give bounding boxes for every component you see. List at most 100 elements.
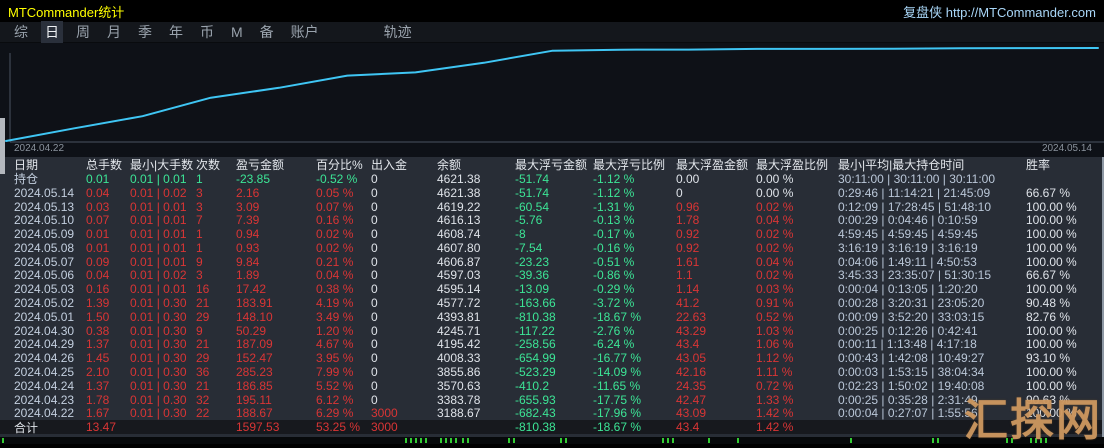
- table-row[interactable]: 2024.04.26 1.45 0.01 | 0.30 29 152.47 3.95 % 0…: [0, 351, 1104, 365]
- table-cell: 100.00 %: [1026, 213, 1077, 228]
- table-cell: -163.66: [515, 296, 556, 311]
- menu-tab-10[interactable]: 账户: [290, 24, 319, 40]
- column-header[interactable]: 最小|大手数: [130, 158, 194, 172]
- column-header[interactable]: 最大浮亏比例: [593, 158, 666, 172]
- activity-tick: [508, 438, 510, 443]
- column-header[interactable]: 胜率: [1026, 158, 1051, 172]
- table-cell: 0.04: [86, 185, 110, 200]
- table-row[interactable]: 2024.04.25 2.10 0.01 | 0.30 36 285.23 7.99 % 0…: [0, 365, 1104, 379]
- column-header[interactable]: 最大浮盈金额: [676, 158, 749, 172]
- table-cell: 16: [196, 282, 210, 297]
- column-header[interactable]: 盈亏金额: [236, 158, 285, 172]
- table-cell: 100.00 %: [1026, 254, 1077, 269]
- table-cell: 0.07 %: [316, 199, 354, 214]
- table-cell: 186.85: [236, 378, 273, 393]
- table-cell: 2024.04.29: [14, 337, 75, 352]
- table-cell: 6.29 %: [316, 406, 354, 421]
- table-cell: 6.12 %: [316, 392, 354, 407]
- table-cell: 9: [196, 254, 203, 269]
- table-cell: 21: [196, 296, 210, 311]
- table-row[interactable]: 2024.04.30 0.38 0.01 | 0.30 9 50.29 1.20 % 0 42…: [0, 324, 1104, 338]
- column-header[interactable]: 百分比%: [316, 158, 363, 172]
- table-row[interactable]: 2024.05.03 0.16 0.01 | 0.01 16 17.42 0.38 % 0 4…: [0, 282, 1104, 296]
- table-row[interactable]: 2024.04.29 1.37 0.01 | 0.30 21 187.09 4.67 % 0…: [0, 337, 1104, 352]
- table-cell: 0.01 | 0.30: [130, 309, 187, 324]
- column-header[interactable]: 余额: [437, 158, 462, 172]
- table-row[interactable]: 2024.04.23 1.78 0.01 | 0.30 32 195.11 6.12 % 0…: [0, 393, 1104, 407]
- menu-tab-trail[interactable]: 轨迹: [383, 24, 412, 40]
- table-row[interactable]: 2024.04.22 1.67 0.01 | 0.30 22 188.67 6.29 % 3…: [0, 406, 1104, 421]
- table-row[interactable]: 2024.05.14 0.04 0.01 | 0.02 3 2.16 0.05 % 0 462…: [0, 186, 1104, 200]
- activity-tick: [425, 438, 427, 443]
- table-cell: -0.86 %: [593, 268, 635, 283]
- table-cell: 0: [371, 227, 378, 242]
- table-cell: 2.16: [236, 185, 260, 200]
- table-cell: 3: [196, 268, 203, 283]
- menu-tab-8[interactable]: M: [231, 24, 243, 40]
- table-row[interactable]: 2024.05.10 0.07 0.01 | 0.01 7 7.39 0.16 % 0 461…: [0, 213, 1104, 227]
- table-cell: 4597.03: [437, 268, 481, 283]
- table-cell: 1.89: [236, 268, 260, 283]
- table-cell: 4619.22: [437, 199, 481, 214]
- table-row[interactable]: 2024.04.24 1.37 0.01 | 0.30 21 186.85 5.52 % 0…: [0, 379, 1104, 393]
- activity-tick: [2, 438, 4, 443]
- table-header-row: 日期 总手数 最小|大手数 次数 盈亏金额 百分比% 出入金 余额 最大浮亏金额 最大浮亏比例 最大…: [0, 157, 1104, 172]
- menu-tab-9[interactable]: 备: [259, 24, 274, 40]
- table-row[interactable]: 2024.05.01 1.50 0.01 | 0.30 29 148.10 3.49 % 0…: [0, 310, 1104, 324]
- table-cell: 100.00 %: [1026, 378, 1077, 393]
- equity-curve-svg: [5, 47, 1104, 143]
- table-cell: 152.47: [236, 351, 273, 366]
- activity-tick: [667, 438, 669, 443]
- table-cell: 29: [196, 351, 210, 366]
- menu-tab-3[interactable]: 周: [76, 24, 90, 40]
- column-header[interactable]: 最小|平均|最大持仓时间: [838, 158, 965, 172]
- table-cell: 0.01 | 0.02: [130, 185, 187, 200]
- table-cell: -17.96 %: [593, 406, 642, 421]
- table-row[interactable]: 持仓 0.01 0.01 | 0.01 1 -23.85 -0.52 % 0 4621.38 -…: [0, 171, 1104, 187]
- menu-tab-5[interactable]: 季: [138, 24, 152, 40]
- table-cell: 3000: [371, 406, 398, 421]
- table-cell: 0: [371, 240, 378, 255]
- table-cell: 2024.05.03: [14, 282, 75, 297]
- right-scrollbar[interactable]: [1102, 157, 1104, 437]
- table-cell: 1: [196, 227, 203, 242]
- table-cell: 0.01: [86, 240, 110, 255]
- table-cell: -810.38: [515, 420, 556, 435]
- table-cell: 0:00:09 | 3:52:20 | 33:03:15: [838, 309, 985, 324]
- menu-tab-1[interactable]: 综: [14, 24, 28, 40]
- table-row[interactable]: 2024.05.13 0.03 0.01 | 0.01 3 3.09 0.07 % 0 461…: [0, 200, 1104, 214]
- menu-tab-2[interactable]: 日: [41, 21, 63, 43]
- activity-tick: [1011, 438, 1013, 443]
- menu-tab-4[interactable]: 月: [107, 24, 121, 40]
- table-row[interactable]: 2024.05.07 0.09 0.01 | 0.01 9 9.84 0.21 % 0 460…: [0, 255, 1104, 269]
- table-cell: 0.01 | 0.30: [130, 392, 187, 407]
- menu-tab-7[interactable]: 币: [200, 24, 214, 40]
- table-cell: 1.45: [86, 351, 110, 366]
- table-total-row[interactable]: 合计 13.47 1597.53 53.25 % 3000 -810.38 -18.67 %…: [0, 420, 1104, 435]
- website-link[interactable]: 复盘侠 http://MTCommander.com: [903, 4, 1096, 20]
- table-row[interactable]: 2024.05.09 0.01 0.01 | 0.01 1 0.94 0.02 % 0 460…: [0, 227, 1104, 241]
- table-row[interactable]: 2024.05.02 1.39 0.01 | 0.30 21 183.91 4.19 % 0…: [0, 296, 1104, 310]
- column-header[interactable]: 最大浮盈比例: [756, 158, 829, 172]
- table-cell: -51.74: [515, 171, 550, 186]
- table-cell: 0.05 %: [316, 185, 354, 200]
- column-header[interactable]: 总手数: [86, 158, 123, 172]
- table-cell: 4008.33: [437, 351, 481, 366]
- column-header[interactable]: 出入金: [371, 158, 408, 172]
- table-cell: 0:00:25 | 0:35:28 | 2:31:49: [838, 392, 978, 407]
- column-header[interactable]: 最大浮亏金额: [515, 158, 588, 172]
- table-cell: 100.00 %: [1026, 337, 1077, 352]
- table-row[interactable]: 2024.05.08 0.01 0.01 | 0.01 1 0.93 0.02 % 0 460…: [0, 241, 1104, 255]
- table-row[interactable]: 2024.05.06 0.04 0.01 | 0.02 3 1.89 0.04 % 0 459…: [0, 268, 1104, 283]
- column-header[interactable]: 次数: [196, 158, 221, 172]
- menu-tab-6[interactable]: 年: [169, 24, 183, 40]
- table-cell: 0.94: [236, 227, 260, 242]
- table-cell: 1.42 %: [756, 406, 794, 421]
- left-scrollbar[interactable]: [0, 118, 5, 174]
- table-cell: 0: [371, 213, 378, 228]
- menu-bar: 综日周 月 季 年 币 M 备账户 轨迹: [0, 21, 1104, 43]
- table-cell: 0: [371, 199, 378, 214]
- table-cell: 22.63: [676, 309, 707, 324]
- table-cell: -18.67 %: [593, 420, 642, 435]
- column-header[interactable]: 日期: [14, 158, 39, 172]
